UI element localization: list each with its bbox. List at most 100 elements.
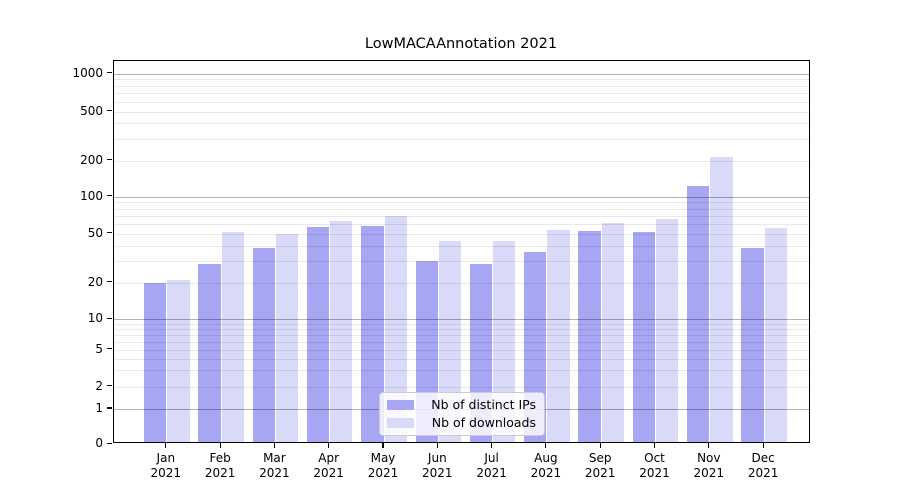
x-tick-label-oct: Oct 2021 — [639, 451, 670, 480]
y-tick — [107, 158, 112, 161]
x-tick — [273, 443, 275, 448]
bar-downloads-jun — [438, 240, 462, 442]
y-tick-label: 2 — [95, 378, 103, 393]
x-tick-label-may: May 2021 — [367, 451, 399, 480]
x-tick — [219, 443, 221, 448]
bar-downloads-jan — [167, 280, 190, 442]
x-tick-label-feb: Feb 2021 — [204, 451, 236, 480]
bar-downloads-nov — [710, 156, 733, 442]
gridline-60 — [113, 223, 809, 225]
y-tick — [107, 281, 112, 283]
y-tick-label: 1000 — [72, 65, 103, 80]
x-tick — [599, 443, 601, 448]
legend-label: Nb of downloads — [431, 415, 536, 430]
gridline-1000 — [113, 73, 809, 75]
y-tick-label: 0 — [95, 436, 103, 451]
gridline-80 — [113, 208, 809, 210]
gridline-400 — [113, 123, 809, 125]
x-tick — [762, 443, 764, 448]
gridline-900 — [113, 79, 809, 81]
y-tick — [107, 347, 112, 350]
bar-downloads-may — [384, 215, 407, 442]
gridline-50 — [113, 233, 809, 235]
x-tick — [436, 443, 438, 448]
x-tick — [382, 443, 384, 448]
bar-downloads-mar — [275, 233, 299, 442]
bar-downloads-feb — [221, 232, 244, 442]
gridline-8 — [113, 329, 809, 331]
y-tick-label: 10 — [87, 311, 103, 326]
y-tick — [107, 317, 112, 319]
bar-distinct-ips-dec — [741, 247, 764, 442]
bar-distinct-ips-oct — [632, 232, 655, 442]
x-tick-label-dec: Dec 2021 — [747, 451, 779, 480]
gridline-200 — [113, 160, 809, 162]
bar-distinct-ips-may — [361, 226, 384, 442]
gridline-100 — [113, 196, 809, 198]
legend-swatch-downloads — [387, 417, 414, 428]
y-tick — [107, 71, 112, 74]
y-tick — [107, 195, 112, 197]
y-tick-label: 20 — [87, 274, 103, 289]
gridline-20 — [113, 282, 809, 284]
gridline-30 — [113, 261, 809, 263]
gridline-9 — [113, 323, 809, 325]
y-tick-label: 500 — [80, 103, 103, 118]
chart-title: LowMACAAnnotation 2021 — [364, 36, 558, 52]
y-tick-label: 1 — [95, 401, 103, 415]
gridline-2 — [113, 386, 809, 388]
legend-label: Nb of distinct IPs — [431, 397, 536, 412]
y-tick — [107, 384, 112, 387]
y-tick — [107, 407, 112, 409]
bar-distinct-ips-feb — [198, 264, 221, 442]
bar-distinct-ips-jan — [144, 283, 167, 442]
x-tick-label-jan: Jan 2021 — [150, 451, 182, 480]
y-tick — [107, 442, 112, 444]
x-tick — [708, 443, 710, 448]
bar-distinct-ips-sep — [578, 231, 601, 442]
gridline-5 — [113, 349, 809, 351]
legend-item-distinct-ips: Nb of distinct IPs — [387, 397, 536, 412]
y-tick-label: 5 — [95, 341, 103, 356]
y-tick-label: 200 — [80, 152, 103, 167]
bar-downloads-sep — [601, 223, 624, 442]
x-tick-label-mar: Mar 2021 — [259, 451, 290, 480]
plot-area — [112, 60, 810, 443]
x-tick — [328, 443, 330, 448]
legend: Nb of distinct IPs Nb of downloads — [379, 392, 545, 436]
gridline-90 — [113, 202, 809, 204]
gridline-7 — [113, 334, 809, 336]
legend-swatch-distinct-ips — [387, 399, 414, 410]
gridline-4 — [113, 358, 809, 360]
gridline-800 — [113, 85, 809, 87]
x-tick-label-sep: Sep 2021 — [584, 451, 616, 480]
gridline-500 — [113, 111, 809, 113]
gridline-3 — [113, 370, 809, 372]
bar-downloads-apr — [330, 220, 353, 442]
x-tick — [653, 443, 656, 448]
y-tick — [107, 232, 112, 234]
y-tick-label: 100 — [80, 188, 103, 203]
gridline-40 — [113, 245, 809, 247]
gridline-600 — [113, 101, 809, 103]
x-tick — [165, 443, 167, 448]
bar-downloads-jul — [493, 240, 516, 442]
bar-distinct-ips-apr — [306, 227, 330, 442]
bar-downloads-dec — [764, 228, 787, 442]
x-tick-label-nov: Nov 2021 — [693, 451, 725, 480]
y-tick — [107, 109, 112, 112]
x-tick — [491, 443, 493, 448]
bar-distinct-ips-mar — [252, 247, 275, 442]
gridline-10 — [113, 319, 809, 321]
x-tick — [545, 443, 547, 448]
gridline-300 — [113, 138, 809, 140]
x-tick-label-jul: Jul 2021 — [476, 451, 507, 480]
y-tick-label: 50 — [87, 225, 103, 240]
gridline-70 — [113, 215, 809, 217]
x-tick-label-aug: Aug 2021 — [530, 451, 562, 480]
gridline-700 — [113, 93, 809, 95]
bar-distinct-ips-nov — [687, 186, 710, 442]
x-tick-label-jun: Jun 2021 — [422, 451, 453, 480]
bar-downloads-oct — [656, 219, 679, 442]
